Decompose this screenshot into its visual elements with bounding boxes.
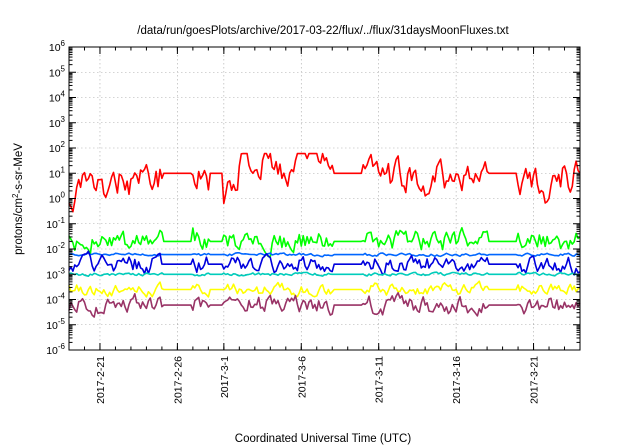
x-axis-label: Coordinated Universal Time (UTC) xyxy=(235,433,412,445)
chart-title: /data/run/goesPlots/archive/2017-03-22/f… xyxy=(137,25,509,37)
y-tick-label: 102 xyxy=(49,140,66,155)
series-line xyxy=(68,280,581,298)
series-line xyxy=(68,152,581,213)
y-axis-label: protons/cm2-s-sr-MeV xyxy=(11,143,25,255)
series-line xyxy=(68,292,581,318)
x-tick-label: 2017-3-1 xyxy=(219,356,231,398)
x-tick-label: 2017-3-6 xyxy=(296,356,308,398)
y-tick-label: 100 xyxy=(49,191,66,206)
y-tick-label: 106 xyxy=(49,39,66,54)
y-tick-label: 10-6 xyxy=(46,342,65,357)
y-tick-label: 104 xyxy=(49,90,66,105)
series-line xyxy=(68,227,581,258)
y-tick-label: 10-5 xyxy=(46,317,65,332)
y-tick-label: 103 xyxy=(49,115,66,130)
y-tick-label: 10-3 xyxy=(46,266,65,281)
x-tick-label: 2017-3-16 xyxy=(451,356,463,404)
x-tick-label: 2017-2-21 xyxy=(95,356,107,404)
y-tick-label: 10-1 xyxy=(46,216,65,231)
x-axis-ticks: 2017-2-21 2017-2-26 2017-3-1 2017-3-6 2017-3… xyxy=(68,47,581,404)
series-lines xyxy=(68,152,581,318)
y-tick-label: 105 xyxy=(49,64,66,79)
series-line xyxy=(68,252,581,258)
series-line xyxy=(68,250,581,276)
series-line xyxy=(68,271,581,277)
y-tick-label: 10-4 xyxy=(46,292,65,307)
x-tick-label: 2017-3-21 xyxy=(529,356,541,404)
x-tick-label: 2017-2-26 xyxy=(172,356,184,404)
y-tick-label: 101 xyxy=(49,165,66,180)
x-tick-label: 2017-3-11 xyxy=(374,356,386,403)
y-axis-ticks: 10-6 10-5 10-4 10-3 10-2 10-1 100 101 102 103 104 1… xyxy=(46,39,580,357)
y-tick-label: 10-2 xyxy=(46,241,65,256)
